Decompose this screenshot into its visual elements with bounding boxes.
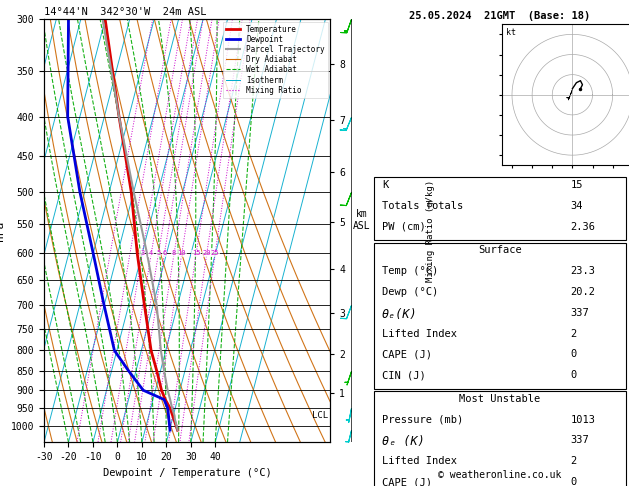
Text: 0: 0 bbox=[571, 370, 577, 381]
Legend: Temperature, Dewpoint, Parcel Trajectory, Dry Adiabat, Wet Adiabat, Isotherm, Mi: Temperature, Dewpoint, Parcel Trajectory… bbox=[223, 22, 328, 98]
Text: 1013: 1013 bbox=[571, 415, 596, 425]
Text: 34: 34 bbox=[571, 201, 583, 211]
Text: Temp (°C): Temp (°C) bbox=[382, 266, 438, 276]
Text: Surface: Surface bbox=[478, 245, 522, 255]
Text: Lifted Index: Lifted Index bbox=[382, 329, 457, 339]
Text: 2.36: 2.36 bbox=[571, 222, 596, 232]
Text: CAPE (J): CAPE (J) bbox=[382, 349, 431, 360]
X-axis label: Dewpoint / Temperature (°C): Dewpoint / Temperature (°C) bbox=[103, 468, 272, 478]
Bar bbox=[374, 391, 626, 486]
Text: 4: 4 bbox=[149, 250, 153, 257]
Bar bbox=[374, 177, 626, 240]
Text: 15: 15 bbox=[571, 180, 583, 190]
Text: 20: 20 bbox=[203, 250, 211, 257]
Text: Mixing Ratio (g/kg): Mixing Ratio (g/kg) bbox=[426, 180, 435, 282]
Text: Totals Totals: Totals Totals bbox=[382, 201, 463, 211]
Text: 20.2: 20.2 bbox=[571, 287, 596, 297]
Bar bbox=[374, 243, 626, 389]
Text: 5: 5 bbox=[157, 250, 160, 257]
Text: 337: 337 bbox=[571, 308, 589, 318]
Text: CAPE (J): CAPE (J) bbox=[382, 477, 431, 486]
Text: Most Unstable: Most Unstable bbox=[459, 394, 541, 404]
Text: PW (cm): PW (cm) bbox=[382, 222, 426, 232]
Text: 23.3: 23.3 bbox=[571, 266, 596, 276]
Text: 0: 0 bbox=[571, 477, 577, 486]
Text: 2: 2 bbox=[571, 329, 577, 339]
Text: Lifted Index: Lifted Index bbox=[382, 456, 457, 467]
Text: 14°44'N  342°30'W  24m ASL: 14°44'N 342°30'W 24m ASL bbox=[44, 7, 206, 17]
Y-axis label: hPa: hPa bbox=[0, 221, 5, 241]
Text: 15: 15 bbox=[192, 250, 201, 257]
Text: 337: 337 bbox=[571, 435, 589, 446]
Text: © weatheronline.co.uk: © weatheronline.co.uk bbox=[438, 470, 562, 480]
Y-axis label: km
ASL: km ASL bbox=[353, 209, 370, 231]
Text: 8: 8 bbox=[172, 250, 176, 257]
Text: 25: 25 bbox=[211, 250, 220, 257]
Text: 3: 3 bbox=[140, 250, 145, 257]
Text: θₑ(K): θₑ(K) bbox=[382, 308, 418, 321]
Text: 6: 6 bbox=[162, 250, 167, 257]
Text: 0: 0 bbox=[571, 349, 577, 360]
Text: CIN (J): CIN (J) bbox=[382, 370, 426, 381]
Text: kt: kt bbox=[506, 28, 516, 37]
Text: K: K bbox=[382, 180, 388, 190]
Text: LCL: LCL bbox=[311, 411, 328, 420]
Text: θₑ (K): θₑ (K) bbox=[382, 435, 425, 449]
Text: Pressure (mb): Pressure (mb) bbox=[382, 415, 463, 425]
Text: 25.05.2024  21GMT  (Base: 18): 25.05.2024 21GMT (Base: 18) bbox=[409, 11, 591, 21]
Text: 10: 10 bbox=[177, 250, 186, 257]
Text: 2: 2 bbox=[571, 456, 577, 467]
Text: Dewp (°C): Dewp (°C) bbox=[382, 287, 438, 297]
